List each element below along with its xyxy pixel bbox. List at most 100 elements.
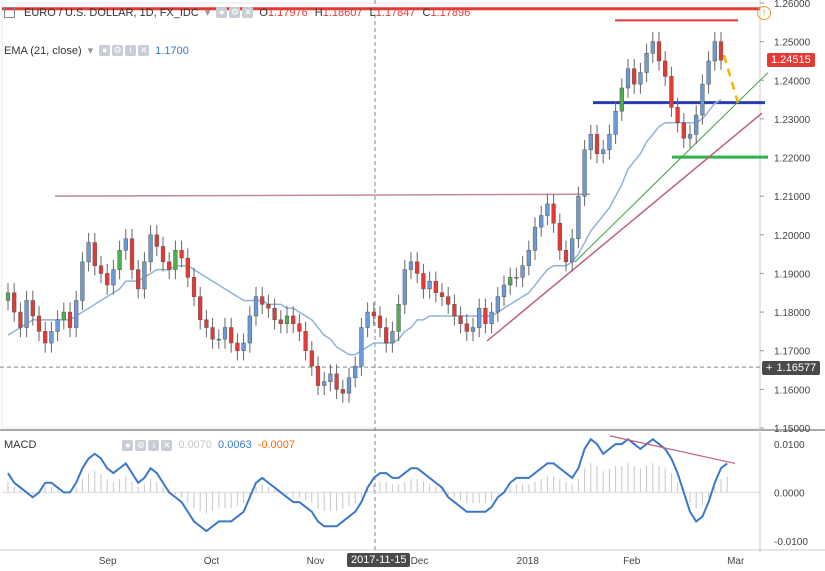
candle-body bbox=[408, 261, 414, 270]
candle-body bbox=[117, 250, 122, 270]
candle-body bbox=[706, 60, 711, 85]
candle-body bbox=[570, 238, 575, 263]
y-tick-label: 1.21000 bbox=[774, 192, 811, 203]
candle-body bbox=[129, 238, 135, 270]
candle-body bbox=[204, 319, 209, 328]
ohlc-readout: O1.17976 H1.18607 L1.17847 C1.17896 bbox=[259, 6, 471, 19]
trendline-pink bbox=[486, 112, 763, 342]
collapse-icon[interactable] bbox=[4, 7, 15, 18]
candle-body bbox=[148, 234, 153, 263]
y-tick-label: 1.24000 bbox=[774, 76, 811, 87]
candle-body bbox=[551, 203, 556, 224]
candle-body bbox=[5, 292, 11, 301]
gear-icon: ⚙ bbox=[112, 45, 124, 56]
candle-body bbox=[650, 41, 655, 54]
macd-label: MACD bbox=[4, 439, 37, 451]
candle-body bbox=[303, 331, 308, 351]
alert-icon[interactable]: ! bbox=[757, 6, 771, 20]
candle-body bbox=[464, 323, 469, 332]
candle-body bbox=[539, 215, 544, 228]
y-tick-label: 1.23000 bbox=[774, 115, 811, 126]
candle-body bbox=[402, 269, 407, 305]
macd-controls[interactable]: ● ⚙ i ✕ bbox=[122, 439, 173, 451]
candle-body bbox=[315, 365, 321, 386]
candle-body bbox=[210, 327, 215, 340]
candle-body bbox=[514, 277, 519, 279]
crosshair-date-tag: 2017-11-15 bbox=[347, 553, 411, 567]
candle-body bbox=[495, 296, 500, 313]
x-tick-label: Dec bbox=[411, 556, 429, 567]
candle-body bbox=[681, 122, 686, 139]
y-tick-label: 1.17000 bbox=[774, 347, 811, 358]
y-tick-label: 1.19000 bbox=[774, 269, 811, 280]
candle-body bbox=[136, 269, 141, 290]
candle-body bbox=[67, 311, 73, 328]
candle-body bbox=[619, 87, 624, 112]
y-tick-label: 1.25000 bbox=[774, 38, 811, 49]
ema-settings-icon[interactable]: ▾ bbox=[87, 45, 94, 57]
macd-line-value: 0.0063 bbox=[218, 439, 252, 451]
candle-body bbox=[365, 311, 370, 328]
candle-body bbox=[272, 307, 277, 321]
candle-body bbox=[198, 296, 203, 321]
candle-body bbox=[582, 149, 587, 197]
candle-body bbox=[396, 304, 401, 332]
symbol-settings-icon[interactable]: ▾ bbox=[204, 7, 211, 19]
eye-icon: ● bbox=[99, 45, 111, 56]
x-tick-label: Sep bbox=[99, 556, 117, 567]
candle-body bbox=[98, 265, 104, 274]
last-price-tag: 1.24515 bbox=[767, 53, 815, 67]
candle-body bbox=[377, 315, 383, 328]
candle-body bbox=[669, 76, 674, 108]
candle-body bbox=[30, 300, 35, 317]
candle-body bbox=[421, 273, 426, 290]
close-icon: ✕ bbox=[161, 439, 173, 451]
candle-body bbox=[563, 250, 569, 263]
candle-body bbox=[216, 338, 221, 341]
y-tick-label: 1.26000 bbox=[774, 0, 811, 10]
candle-body bbox=[532, 226, 538, 251]
candle-body bbox=[253, 296, 259, 317]
candle-body bbox=[675, 107, 680, 124]
candle-body bbox=[86, 242, 91, 263]
candle-body bbox=[526, 250, 531, 266]
candle-body bbox=[557, 222, 562, 251]
gear-icon: ⚙ bbox=[135, 439, 147, 451]
candle-body bbox=[291, 315, 296, 324]
candle-body bbox=[390, 331, 395, 344]
candle-body bbox=[694, 114, 699, 135]
crosshair-price-value: 1.16577 bbox=[776, 362, 817, 374]
candle-body bbox=[260, 296, 265, 305]
symbol-legend: EURO / U.S. DOLLAR, 1D, FX_IDC ▾ ● ⚙ ✕ O1.… bbox=[4, 6, 474, 19]
candle-body bbox=[179, 250, 184, 259]
candle-body bbox=[235, 342, 240, 351]
y-tick-label: 1.15000 bbox=[774, 424, 811, 435]
candle-body bbox=[284, 315, 290, 324]
y-tick-label: 1.22000 bbox=[774, 154, 811, 165]
ema-controls[interactable]: ● ⚙ i ✕ bbox=[99, 45, 150, 56]
x-tick-label: Oct bbox=[204, 556, 220, 567]
candle-body bbox=[489, 311, 494, 324]
candle-body bbox=[433, 280, 438, 294]
ema-value: 1.1700 bbox=[155, 44, 189, 57]
y-tick-label: 1.20000 bbox=[774, 231, 811, 242]
candle-body bbox=[359, 327, 364, 367]
candle-body bbox=[458, 315, 463, 324]
candle-body bbox=[353, 365, 358, 379]
x-tick-label: Mar bbox=[727, 556, 745, 567]
x-tick-label: Feb bbox=[623, 556, 641, 567]
macd-y-tick-label: 0.0100 bbox=[774, 440, 805, 451]
macd-histogram-value: 0.0070 bbox=[178, 439, 213, 451]
macd-legend: MACD ● ⚙ i ✕ 0.0070 0.0063 -0.0007 bbox=[4, 439, 295, 451]
crosshair-price-tag: +1.16577 bbox=[762, 361, 821, 375]
candle-body bbox=[297, 323, 302, 332]
candle-body bbox=[625, 68, 631, 89]
candle-body bbox=[446, 296, 451, 305]
candle-body bbox=[601, 149, 606, 154]
candle-body bbox=[266, 304, 271, 309]
symbol-controls[interactable]: ● ⚙ ✕ bbox=[216, 7, 254, 18]
candle-body bbox=[576, 195, 581, 239]
macd-y-tick-label: 0.0000 bbox=[774, 488, 805, 499]
candle-body bbox=[477, 307, 482, 328]
